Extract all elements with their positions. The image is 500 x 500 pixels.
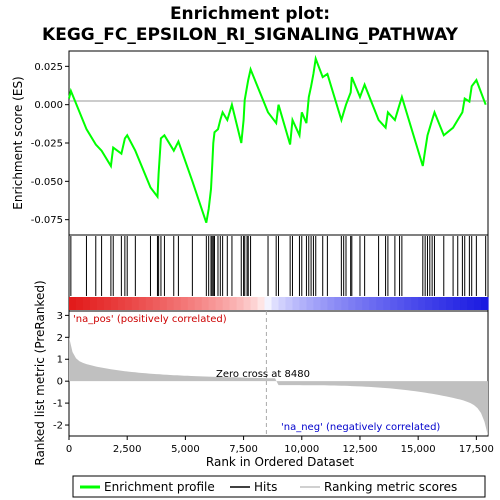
metric-y-tick-label: 2 bbox=[57, 333, 63, 344]
colorbar-segment bbox=[355, 297, 363, 310]
colorbar-segment bbox=[390, 297, 398, 310]
colorbar-segment bbox=[460, 297, 468, 310]
colorbar-segment bbox=[299, 297, 308, 310]
colorbar-segment bbox=[334, 297, 342, 310]
colorbar-segment bbox=[453, 297, 461, 310]
es-y-tick-label: 0.000 bbox=[34, 100, 63, 111]
enrichment-profile-line bbox=[68, 54, 487, 224]
colorbar-segment bbox=[306, 297, 315, 310]
colorbar-segment bbox=[152, 297, 161, 310]
x-axis-label: Rank in Ordered Dataset bbox=[206, 455, 354, 469]
colorbar-segment bbox=[404, 297, 412, 310]
colorbar-segment bbox=[110, 297, 119, 310]
colorbar-segment bbox=[201, 297, 210, 310]
colorbar-segment bbox=[481, 297, 489, 310]
x-tick-label: 15,000 bbox=[401, 444, 436, 455]
colorbar-segment bbox=[383, 297, 391, 310]
colorbar-segment bbox=[117, 297, 126, 310]
metric-y-tick-label: -1 bbox=[53, 399, 63, 410]
colorbar-segment bbox=[103, 297, 112, 310]
x-tick-label: 2,500 bbox=[113, 444, 142, 455]
colorbar-segment bbox=[432, 297, 440, 310]
colorbar-segment bbox=[292, 297, 301, 310]
x-tick-label: 10,000 bbox=[284, 444, 319, 455]
colorbar-segment bbox=[82, 297, 91, 310]
colorbar-segment bbox=[173, 297, 182, 310]
colorbar-segment bbox=[376, 297, 384, 310]
colorbar-segment bbox=[467, 297, 475, 310]
metric-y-tick-label: 1 bbox=[57, 355, 63, 366]
es-panel-frame bbox=[68, 50, 489, 236]
colorbar-segment bbox=[180, 297, 189, 310]
es-y-tick-label: -0.075 bbox=[31, 215, 63, 226]
colorbar-segment bbox=[222, 297, 231, 310]
colorbar-segment bbox=[425, 297, 433, 310]
colorbar-segment bbox=[145, 297, 154, 310]
colorbar-segment bbox=[138, 297, 147, 310]
es-y-tick-label: -0.050 bbox=[31, 177, 63, 188]
es-y-tick-label: -0.025 bbox=[31, 139, 63, 150]
x-tick-label: 7,500 bbox=[229, 444, 258, 455]
colorbar-segment bbox=[257, 297, 266, 310]
metric-y-axis-label: Ranked list metric (PreRanked) bbox=[33, 280, 47, 465]
colorbar-segment bbox=[75, 297, 84, 310]
colorbar-segment bbox=[166, 297, 175, 310]
colorbar-segment bbox=[439, 297, 447, 310]
colorbar-segment bbox=[96, 297, 105, 310]
legend-metric-label: Ranking metric scores bbox=[324, 480, 457, 494]
colorbar-segment bbox=[89, 297, 98, 310]
x-tick-label: 17,500 bbox=[459, 444, 494, 455]
colorbar-segment bbox=[397, 297, 405, 310]
colorbar-segment bbox=[446, 297, 454, 310]
x-tick-label: 5,000 bbox=[171, 444, 200, 455]
es-y-tick-label: 0.025 bbox=[34, 62, 63, 73]
colorbar-segment bbox=[187, 297, 196, 310]
es-y-axis-label: Enrichment score (ES) bbox=[11, 76, 25, 209]
colorbar-segment bbox=[341, 297, 349, 310]
colorbar-segment bbox=[250, 297, 259, 310]
colorbar-segment bbox=[264, 297, 273, 310]
colorbar-segment bbox=[320, 297, 328, 310]
colorbar-segment bbox=[285, 297, 294, 310]
chart-title-line-1: Enrichment plot: bbox=[170, 4, 330, 24]
colorbar-segment bbox=[327, 297, 335, 310]
colorbar-segment bbox=[208, 297, 217, 310]
legend-hits-label: Hits bbox=[254, 480, 277, 494]
neg-correlated-label: 'na_neg' (negatively correlated) bbox=[281, 422, 440, 433]
colorbar-segment bbox=[243, 297, 252, 310]
metric-y-tick-label: 0 bbox=[57, 377, 63, 388]
metric-y-tick-label: 3 bbox=[57, 311, 63, 322]
legend-box bbox=[72, 475, 486, 498]
colorbar-segment bbox=[313, 297, 321, 310]
colorbar-segment bbox=[474, 297, 482, 310]
metric-y-tick-label: -2 bbox=[53, 421, 63, 432]
colorbar-segment bbox=[278, 297, 287, 310]
colorbar-segment bbox=[159, 297, 168, 310]
colorbar-segment bbox=[131, 297, 140, 310]
colorbar-segment bbox=[124, 297, 133, 310]
colorbar-segment bbox=[236, 297, 245, 310]
colorbar-segment bbox=[215, 297, 224, 310]
pos-correlated-label: 'na_pos' (positively correlated) bbox=[73, 314, 227, 325]
zero-cross-label: Zero cross at 8480 bbox=[216, 369, 310, 380]
colorbar-segment bbox=[348, 297, 356, 310]
colorbar-segment bbox=[362, 297, 370, 310]
ranking-metric-area bbox=[69, 336, 488, 436]
colorbar-segment bbox=[229, 297, 238, 310]
colorbar-segment bbox=[194, 297, 203, 310]
chart-title-line-2: KEGG_FC_EPSILON_RI_SIGNALING_PATHWAY bbox=[42, 25, 459, 45]
colorbar-segment bbox=[411, 297, 419, 310]
colorbar-segment bbox=[69, 297, 77, 310]
x-tick-label: 0 bbox=[66, 444, 72, 455]
colorbar-segment bbox=[271, 297, 280, 310]
colorbar-segment bbox=[369, 297, 377, 310]
legend-profile-label: Enrichment profile bbox=[104, 480, 215, 494]
x-tick-label: 12,500 bbox=[342, 444, 377, 455]
colorbar-segment bbox=[418, 297, 426, 310]
